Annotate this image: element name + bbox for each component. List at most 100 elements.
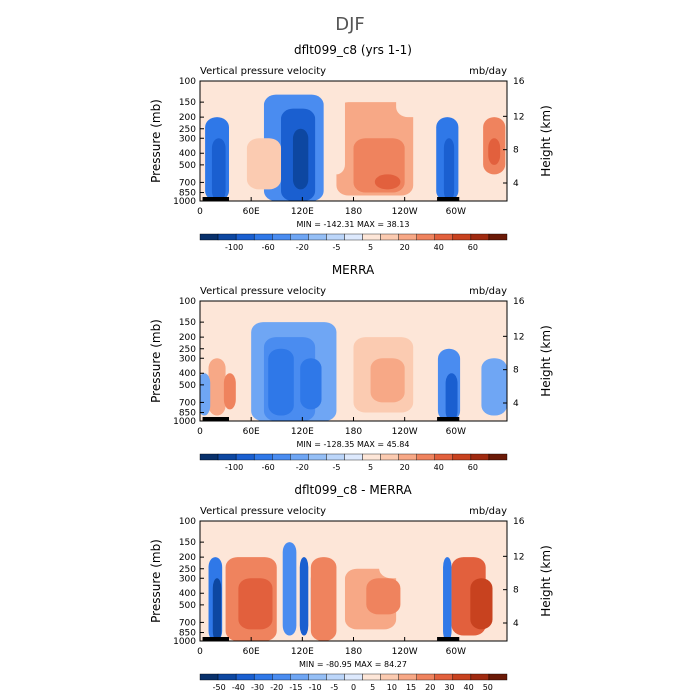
y2-tick-label: 12 [513, 552, 524, 562]
y-tick-label: 700 [179, 398, 196, 408]
colorbar-tick-label: -15 [289, 683, 302, 692]
colorbar-swatch [470, 233, 490, 241]
plot-area [200, 301, 507, 421]
x-tick-label: 60W [446, 427, 466, 437]
y-tick-label: 300 [179, 354, 196, 364]
y-tick-label: 850 [179, 409, 196, 419]
colorbar-swatch [452, 673, 472, 681]
y-tick-label: 850 [179, 629, 196, 639]
colorbar: -100 -60 -20 -5 5 20 40 60 [199, 233, 508, 252]
terrain-mask [202, 197, 229, 201]
terrain-mask [437, 637, 458, 641]
colorbar-swatch [326, 233, 345, 241]
colorbar-tick-label: 40 [434, 243, 444, 252]
colorbar-swatch [235, 673, 255, 681]
panel-left-string: Vertical pressure velocity [200, 506, 326, 517]
x-tick-label: 120W [392, 647, 418, 657]
colorbar-swatch [272, 453, 291, 461]
y2-axis-label: Height (km) [539, 325, 553, 396]
colorbar-tick-label: 60 [468, 463, 478, 472]
x-tick-label: 180 [345, 427, 362, 437]
field-region [200, 373, 211, 416]
y-tick-label: 500 [179, 381, 196, 391]
y-tick-label: 700 [179, 618, 196, 628]
x-tick-label: 0 [197, 427, 203, 437]
colorbar-tick-label: 5 [368, 243, 373, 252]
colorbar-swatch [217, 233, 237, 241]
y-tick-label: 100 [179, 297, 196, 307]
colorbar-swatch [416, 233, 435, 241]
x-tick-label: 60E [243, 427, 260, 437]
colorbar-swatch [434, 233, 454, 241]
colorbar-swatch [488, 453, 508, 461]
y-tick-label: 200 [179, 113, 196, 123]
colorbar-swatch [398, 453, 417, 461]
colorbar-swatch [199, 673, 219, 681]
terrain-mask [202, 417, 229, 421]
colorbar-swatch [235, 453, 255, 461]
y-tick-label: 850 [179, 189, 196, 199]
x-tick-label: 0 [197, 207, 203, 217]
colorbar-swatch [199, 233, 219, 241]
y-tick-label: 500 [179, 601, 196, 611]
field-region [379, 521, 431, 579]
colorbar-tick-label: -50 [213, 683, 226, 692]
colorbar-swatch [326, 453, 345, 461]
y2-tick-label: 8 [513, 146, 519, 156]
field-region [481, 358, 507, 416]
terrain-mask [437, 197, 458, 201]
colorbar-tick-label: -5 [332, 243, 340, 252]
colorbar-swatch [217, 453, 237, 461]
colorbar-swatch [398, 233, 417, 241]
min-max-stats: MIN = -142.31 MAX = 38.13 [296, 220, 409, 229]
panel-3: dflt099_c8 - MERRA Vertical pressure velo… [149, 483, 553, 692]
y-tick-label: 150 [179, 318, 196, 328]
field-region [470, 578, 493, 630]
colorbar-tick-label: -5 [330, 683, 338, 692]
colorbar-swatch [470, 673, 490, 681]
y2-tick-label: 4 [513, 619, 519, 629]
colorbar-tick-label: 40 [464, 683, 474, 692]
y2-tick-label: 4 [513, 179, 519, 189]
x-tick-label: 60E [243, 647, 260, 657]
colorbar-tick-label: 40 [434, 463, 444, 472]
colorbar-tick-label: 15 [406, 683, 416, 692]
field-region [488, 138, 501, 165]
colorbar-swatch [308, 453, 327, 461]
colorbar-tick-label: 5 [368, 463, 373, 472]
field-region [238, 578, 273, 630]
field-region [211, 138, 226, 201]
colorbar-tick-label: -10 [309, 683, 322, 692]
panel-1: dflt099_c8 (yrs 1-1) Vertical pressure ve… [149, 43, 553, 252]
colorbar-tick-label: 30 [444, 683, 454, 692]
y-tick-label: 400 [179, 369, 196, 379]
x-tick-label: 120E [291, 647, 314, 657]
y-tick-label: 150 [179, 98, 196, 108]
field-region [445, 373, 458, 421]
colorbar-swatch [362, 233, 381, 241]
y-tick-label: 150 [179, 538, 196, 548]
y-axis-label: Pressure (mb) [149, 319, 163, 403]
panel-2: MERRA Vertical pressure velocity mb/day 100… [149, 263, 553, 472]
x-tick-label: 120W [392, 207, 418, 217]
colorbar-tick-label: -20 [296, 463, 309, 472]
y2-axis-label: Height (km) [539, 545, 553, 616]
colorbar-swatch [290, 233, 309, 241]
colorbar-swatch [253, 453, 273, 461]
colorbar-swatch [290, 673, 309, 681]
x-tick-label: 60W [446, 207, 466, 217]
min-max-stats: MIN = -128.35 MAX = 45.84 [296, 440, 409, 449]
y-tick-label: 250 [179, 345, 196, 355]
colorbar-tick-label: -60 [262, 463, 275, 472]
y-tick-label: 250 [179, 125, 196, 135]
field-region [374, 174, 401, 190]
colorbar-swatch [434, 673, 454, 681]
field-region [282, 542, 297, 636]
field-region [212, 578, 222, 641]
field-region [370, 358, 405, 403]
field-region [443, 138, 455, 201]
x-tick-label: 0 [197, 647, 203, 657]
colorbar-swatch [416, 453, 435, 461]
y-tick-label: 1000 [173, 197, 196, 207]
